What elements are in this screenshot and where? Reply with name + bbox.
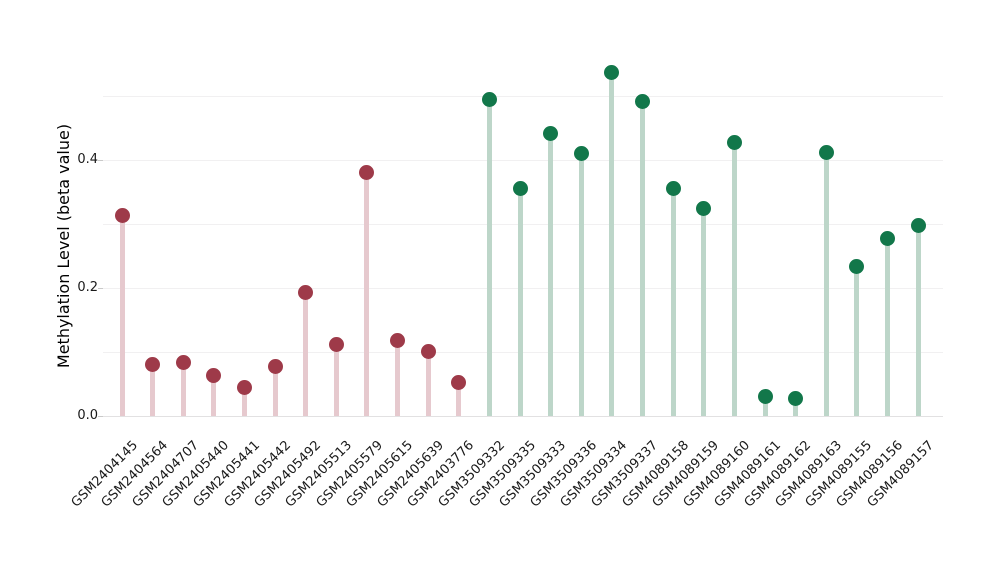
lollipop-stem (640, 101, 646, 416)
gridline-y-0.2 (103, 288, 943, 289)
lollipop-stem (731, 142, 737, 416)
lollipop-dot (512, 180, 528, 196)
lollipop-dot (573, 146, 589, 162)
lollipop-stem (823, 152, 829, 416)
lollipop-dot (665, 181, 681, 197)
lollipop-stem (119, 215, 125, 416)
lollipop-stem (670, 188, 676, 416)
lollipop-dot (145, 356, 161, 372)
lollipop-stem (241, 387, 247, 416)
lollipop-dot (910, 217, 926, 233)
lollipop-stem (854, 266, 860, 416)
lollipop-dot (880, 231, 895, 247)
y-tick-mark (98, 416, 103, 417)
gridline-y-0.3 (103, 224, 943, 225)
gridline-y-0.5 (103, 96, 943, 97)
y-tick-mark (98, 160, 103, 161)
lollipop-stem (150, 364, 156, 416)
lollipop-dot (604, 64, 620, 80)
lollipop-dot (114, 208, 130, 224)
y-axis-label: Methylation Level (beta value) (54, 123, 73, 369)
lollipop-dot (298, 284, 314, 300)
lollipop-dot (818, 145, 834, 161)
lollipop-dot (420, 343, 436, 359)
lollipop-dot (328, 336, 344, 352)
y-tick-label: 0.2 (77, 280, 98, 295)
y-tick-label: 0.4 (77, 152, 98, 167)
lollipop-stem (762, 396, 768, 416)
lollipop-stem (395, 340, 401, 416)
lollipop-stem (915, 225, 921, 416)
lollipop-stem (333, 344, 339, 416)
lollipop-stem (456, 382, 462, 416)
lollipop-dot (726, 134, 742, 150)
lollipop-dot (451, 375, 467, 391)
x-axis-line (103, 416, 943, 417)
lollipop-dot (543, 126, 559, 142)
lollipop-stem (578, 153, 584, 416)
lollipop-dot (849, 258, 865, 274)
gridline-y-0.1 (103, 352, 943, 353)
lollipop-dot (267, 358, 283, 374)
lollipop-dot (390, 332, 406, 348)
lollipop-dot (788, 391, 804, 407)
lollipop-stem (272, 366, 278, 416)
y-tick-mark (98, 288, 103, 289)
lollipop-stem (885, 238, 890, 416)
lollipop-stem (548, 133, 554, 416)
lollipop-dot (481, 92, 497, 108)
lollipop-dot (635, 94, 651, 110)
lollipop-dot (175, 355, 191, 371)
y-tick-label: 0.0 (77, 408, 98, 423)
lollipop-stem (211, 375, 217, 416)
lollipop-dot (359, 164, 375, 180)
lollipop-dot (757, 389, 773, 405)
lollipop-stem (701, 208, 707, 416)
lollipop-dot (206, 367, 222, 383)
lollipop-stem (180, 362, 186, 416)
lollipop-dot (696, 201, 712, 217)
lollipop-stem (793, 398, 799, 416)
lollipop-stem (303, 292, 309, 416)
lollipop-stem (517, 188, 523, 416)
gridline-y-0.4 (103, 160, 943, 161)
lollipop-stem (486, 99, 492, 416)
lollipop-dot (236, 379, 252, 395)
lollipop-stem (609, 72, 615, 416)
lollipop-stem (364, 172, 370, 416)
lollipop-stem (425, 351, 431, 416)
